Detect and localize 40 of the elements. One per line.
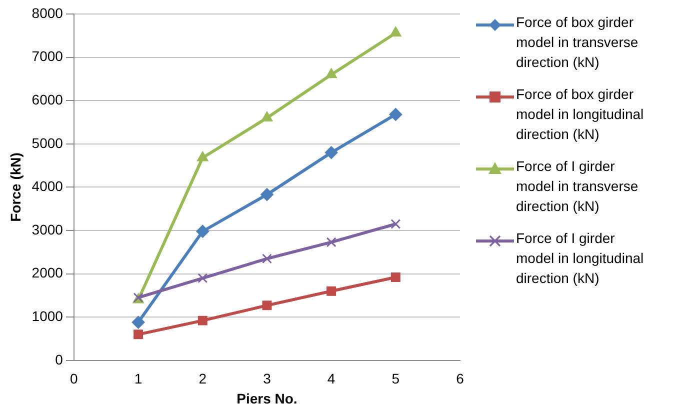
point [132, 316, 145, 329]
y-axis-title: Force (kN) [7, 152, 24, 222]
x-tick-label: 0 [70, 370, 78, 387]
x-tick-label: 3 [263, 370, 272, 387]
point [261, 111, 273, 122]
legend-label: Force of I girder model in longitudinal direction (kN) [516, 229, 645, 288]
point [196, 151, 208, 162]
x-tick-label: 6 [456, 370, 464, 387]
point [262, 300, 272, 310]
y-tick-label: 8000 [32, 4, 64, 21]
point [326, 68, 338, 78]
y-tick-label: 1000 [32, 308, 64, 324]
legend-label: Force of I girder model in transverse direction (kN) [516, 157, 640, 216]
point [324, 146, 338, 160]
legend-label: Force of box girder model in longitudinal direction (kN) [516, 85, 645, 144]
x-axis-title: Piers No. [236, 390, 298, 406]
point [198, 316, 208, 326]
point [198, 273, 208, 284]
point [326, 286, 336, 296]
point [390, 219, 401, 229]
point [196, 224, 210, 238]
x-tick-label: 2 [198, 370, 207, 387]
legend-label: Force of box girder model in transverse direction (kN) [516, 13, 640, 72]
point [260, 188, 274, 202]
y-tick-label: 5000 [32, 134, 64, 151]
x-tick-label: 4 [327, 370, 336, 387]
x-tick-label: 1 [134, 370, 142, 387]
point [389, 108, 402, 121]
y-tick-label: 0 [55, 351, 64, 368]
x-tick-label: 5 [392, 370, 400, 387]
point [390, 26, 402, 37]
y-tick-label: 4000 [32, 178, 64, 194]
y-tick-label: 3000 [32, 221, 64, 238]
point [390, 272, 400, 282]
y-tick-label: 6000 [32, 91, 64, 108]
y-tick-label: 7000 [32, 48, 64, 64]
point [262, 254, 272, 264]
y-tick-label: 2000 [32, 264, 64, 281]
point [134, 330, 144, 340]
point [326, 237, 336, 248]
